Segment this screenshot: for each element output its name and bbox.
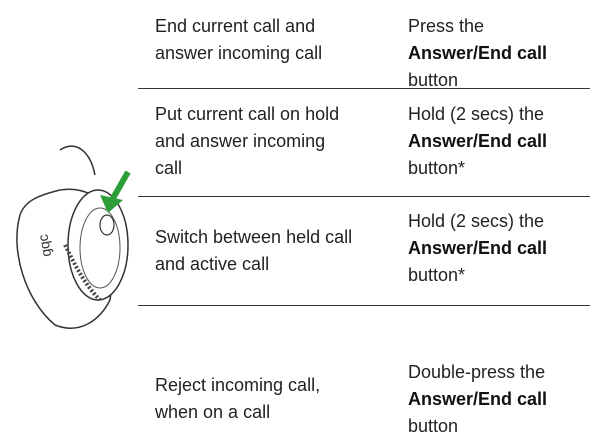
row-divider: [138, 88, 590, 89]
instruction-text: Hold (2 secs) the Answer/End call button…: [408, 208, 586, 289]
button-name: Answer/End call: [408, 389, 548, 409]
action-text: Reject incoming call, when on a call: [155, 375, 321, 422]
action-text: End current call and answer incoming cal…: [155, 16, 323, 63]
button-name: Answer/End call: [408, 131, 548, 151]
instruction-text: Hold (2 secs) the Answer/End call button…: [408, 101, 586, 182]
button-name: Answer/End call: [408, 43, 548, 63]
headset-illustration: ɔbɓ: [16, 145, 131, 329]
instruction-plain: button*: [408, 158, 466, 178]
instruction-plain: button: [408, 416, 459, 436]
instruction-text: Double-press the Answer/End call button: [408, 359, 586, 440]
button-name: Answer/End call: [408, 238, 548, 258]
action-text: Switch between held call and active call: [155, 227, 353, 274]
instruction-plain: Double-press the: [408, 362, 546, 382]
action-text: Put current call on hold and answer inco…: [155, 104, 340, 178]
instruction-plain: Hold (2 secs) the: [408, 104, 545, 124]
instruction-plain: button: [408, 70, 459, 90]
row-divider: [138, 305, 590, 306]
instruction-plain: button*: [408, 265, 466, 285]
row-divider: [138, 196, 590, 197]
instruction-plain: Press the: [408, 16, 485, 36]
instruction-text: Press the Answer/End call button: [408, 13, 586, 94]
instruction-plain: Hold (2 secs) the: [408, 211, 545, 231]
svg-text:ɔbɓ: ɔbɓ: [37, 233, 57, 258]
